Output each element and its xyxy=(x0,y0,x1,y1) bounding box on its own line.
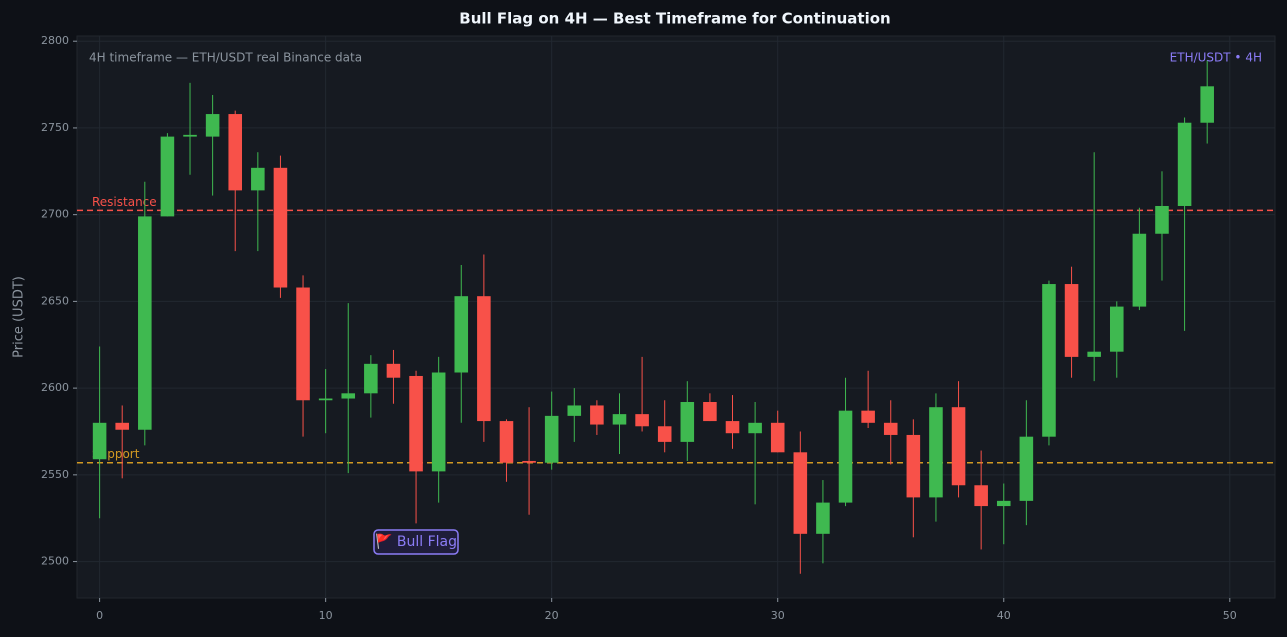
candle-body xyxy=(725,421,740,434)
candle-body xyxy=(1019,436,1034,501)
candle-body xyxy=(273,167,288,288)
candle-body xyxy=(228,114,243,191)
candle-body xyxy=(138,216,152,430)
y-tick-label: 2700 xyxy=(41,208,69,221)
candle-body xyxy=(205,114,220,137)
candle-body xyxy=(635,414,649,427)
candle-body xyxy=(544,415,559,463)
x-tick-label: 20 xyxy=(545,609,559,622)
candle-body xyxy=(612,414,627,425)
y-tick-label: 2500 xyxy=(41,555,69,568)
candle-body xyxy=(816,502,830,534)
candle-body xyxy=(318,398,333,401)
candle-body xyxy=(1177,122,1192,206)
candle-body xyxy=(883,422,898,435)
plot-area xyxy=(76,35,1276,599)
candle-body xyxy=(477,296,491,422)
candle-body xyxy=(92,422,107,460)
candle-body xyxy=(906,434,921,498)
candle-body xyxy=(1155,205,1169,234)
candle-body xyxy=(838,410,853,503)
candle-body xyxy=(657,426,672,442)
candle-body xyxy=(431,372,446,472)
x-tick-label: 0 xyxy=(96,609,103,622)
annotation-box xyxy=(373,529,459,555)
candle-body xyxy=(680,401,695,442)
candle-body xyxy=(951,407,966,486)
candle-body xyxy=(296,287,310,401)
x-tick-label: 40 xyxy=(997,609,1011,622)
annotation: ETH/USDT • 4H xyxy=(1170,51,1262,65)
candle-body xyxy=(160,136,175,217)
candle-body xyxy=(454,296,469,373)
annotation: 4H timeframe — ETH/USDT real Binance dat… xyxy=(89,51,362,65)
candle-body xyxy=(499,421,514,463)
y-tick-label: 2600 xyxy=(41,381,69,394)
candle-body xyxy=(364,363,378,394)
candle-body xyxy=(1087,351,1101,357)
y-axis-label: Price (USDT) xyxy=(12,276,27,358)
candle-body xyxy=(974,485,988,507)
candle-body xyxy=(522,460,536,463)
y-tick-label: 2650 xyxy=(41,294,69,307)
candle-body xyxy=(1132,233,1147,307)
candle-body xyxy=(409,375,423,472)
x-tick-label: 50 xyxy=(1223,609,1237,622)
candle-body xyxy=(183,134,197,137)
candle-body xyxy=(861,410,875,423)
candle-body xyxy=(1109,306,1124,352)
candle-body xyxy=(567,405,582,416)
y-tick-label: 2800 xyxy=(41,34,69,47)
x-tick-label: 30 xyxy=(771,609,785,622)
candle-body xyxy=(1042,284,1056,437)
candle-body xyxy=(251,167,265,191)
candle-body xyxy=(386,363,401,378)
level-label: Resistance xyxy=(92,195,157,209)
candle-body xyxy=(703,401,717,422)
candle-body xyxy=(793,452,808,534)
candle-body xyxy=(770,422,785,453)
chart-title: Bull Flag on 4H — Best Timeframe for Con… xyxy=(459,10,890,28)
candle-body xyxy=(748,422,762,434)
y-tick-label: 2750 xyxy=(41,121,69,134)
candle-body xyxy=(1200,86,1214,123)
annotation: 🚩 Bull Flag xyxy=(375,533,457,550)
candle-body xyxy=(115,422,129,430)
candle-body xyxy=(929,407,943,498)
y-tick-label: 2550 xyxy=(41,468,69,481)
candle-body xyxy=(996,500,1011,507)
candle-body xyxy=(590,405,604,425)
candle-body xyxy=(1064,284,1079,357)
x-tick-label: 10 xyxy=(319,609,333,622)
candle-body xyxy=(341,393,356,399)
